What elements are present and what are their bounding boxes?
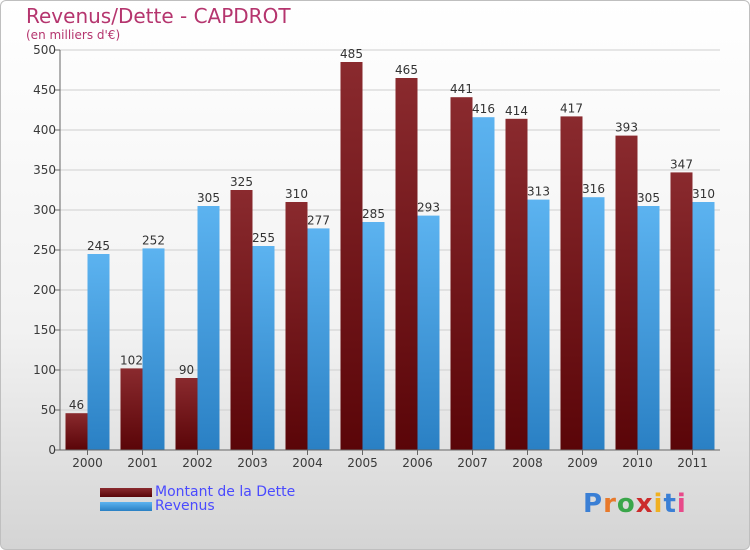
bar-dette-2002 <box>175 378 198 450</box>
bar-dette-2011 <box>670 172 693 450</box>
y-tick-label: 450 <box>33 83 56 97</box>
bar-revenus-2001 <box>142 248 165 450</box>
logo-letter: i <box>653 489 664 519</box>
data-label-revenus-2008: 313 <box>527 185 550 199</box>
bar-revenus-2010 <box>637 206 660 450</box>
data-label-revenus-2003: 255 <box>252 231 275 245</box>
bar-dette-2008 <box>505 118 528 451</box>
x-tick-label-2005: 2005 <box>347 456 378 470</box>
bar-revenus-2004 <box>307 228 330 450</box>
logo-letter: t <box>663 489 677 519</box>
x-tick-label-2011: 2011 <box>677 456 708 470</box>
logo-letter: P <box>583 489 604 519</box>
data-label-revenus-2001: 252 <box>142 233 165 247</box>
data-label-revenus-2000: 245 <box>87 239 110 253</box>
x-tick-label-2010: 2010 <box>622 456 653 470</box>
y-tick-label: 300 <box>33 203 56 217</box>
data-label-dette-2005: 485 <box>340 47 363 61</box>
bar-dette-2006 <box>395 78 418 450</box>
bar-revenus-2007 <box>472 117 495 450</box>
legend-swatch-dette <box>100 488 152 497</box>
bar-dette-2004 <box>285 202 308 450</box>
x-tick-label-2009: 2009 <box>567 456 598 470</box>
y-tick-label: 0 <box>48 443 56 457</box>
bar-dette-2010 <box>615 135 638 450</box>
bar-revenus-2002 <box>197 206 220 450</box>
data-label-revenus-2011: 310 <box>692 187 715 201</box>
bar-revenus-2006 <box>417 215 440 450</box>
bar-dette-2003 <box>230 190 253 450</box>
x-tick-label-2007: 2007 <box>457 456 488 470</box>
data-label-revenus-2007: 416 <box>472 102 495 116</box>
bar-revenus-2000 <box>87 254 110 450</box>
bar-dette-2009 <box>560 116 583 451</box>
bar-dette-2007 <box>450 97 473 450</box>
x-tick-label-2006: 2006 <box>402 456 433 470</box>
x-tick-label-2003: 2003 <box>237 456 268 470</box>
x-tick-label-2002: 2002 <box>182 456 213 470</box>
chart-subtitle: (en milliers d'€) <box>26 28 121 42</box>
y-tick-label: 150 <box>33 323 56 337</box>
data-label-dette-2006: 465 <box>395 63 418 77</box>
bar-revenus-2003 <box>252 246 275 450</box>
data-label-dette-2002: 90 <box>179 363 194 377</box>
y-tick-label: 400 <box>33 123 56 137</box>
legend-label-revenus: Revenus <box>155 498 215 514</box>
bar-dette-2000 <box>65 413 88 450</box>
y-tick-label: 350 <box>33 163 56 177</box>
x-tick-label-2000: 2000 <box>72 456 103 470</box>
bar-revenus-2005 <box>362 222 385 450</box>
data-label-dette-2003: 325 <box>230 175 253 189</box>
bar-revenus-2011 <box>692 202 715 450</box>
data-label-dette-2011: 347 <box>670 157 693 171</box>
y-tick-label: 200 <box>33 283 56 297</box>
proxiti-logo: Proxiti <box>583 489 687 519</box>
data-label-revenus-2004: 277 <box>307 213 330 227</box>
data-label-revenus-2006: 293 <box>417 201 440 215</box>
logo-letter: x <box>635 489 654 519</box>
y-tick-label: 100 <box>33 363 56 377</box>
x-tick-label-2008: 2008 <box>512 456 543 470</box>
x-tick-label-2001: 2001 <box>127 456 158 470</box>
legend-swatch-revenus <box>100 502 152 511</box>
bar-dette-2001 <box>120 368 143 450</box>
data-label-revenus-2010: 305 <box>637 191 660 205</box>
y-tick-label: 250 <box>33 243 56 257</box>
logo-letter: o <box>616 489 636 519</box>
data-label-dette-2008: 414 <box>505 104 528 118</box>
logo-letter: r <box>603 489 617 519</box>
chart-title: Revenus/Dette - CAPDROT <box>26 4 291 28</box>
data-label-dette-2010: 393 <box>615 121 638 135</box>
data-label-dette-2001: 102 <box>120 353 143 367</box>
legend-label-dette: Montant de la Dette <box>155 484 296 500</box>
bar-dette-2005 <box>340 62 363 450</box>
logo-letter: i <box>676 489 687 519</box>
data-label-dette-2000: 46 <box>69 398 84 412</box>
data-label-revenus-2002: 305 <box>197 191 220 205</box>
bar-revenus-2009 <box>582 197 605 450</box>
y-tick-label: 50 <box>41 403 56 417</box>
data-label-dette-2009: 417 <box>560 101 583 115</box>
data-label-revenus-2009: 316 <box>582 182 605 196</box>
data-label-revenus-2005: 285 <box>362 207 385 221</box>
y-tick-label: 500 <box>33 43 56 57</box>
data-label-dette-2007: 441 <box>450 82 473 96</box>
bar-revenus-2008 <box>527 199 550 450</box>
x-tick-label-2004: 2004 <box>292 456 323 470</box>
data-label-dette-2004: 310 <box>285 187 308 201</box>
